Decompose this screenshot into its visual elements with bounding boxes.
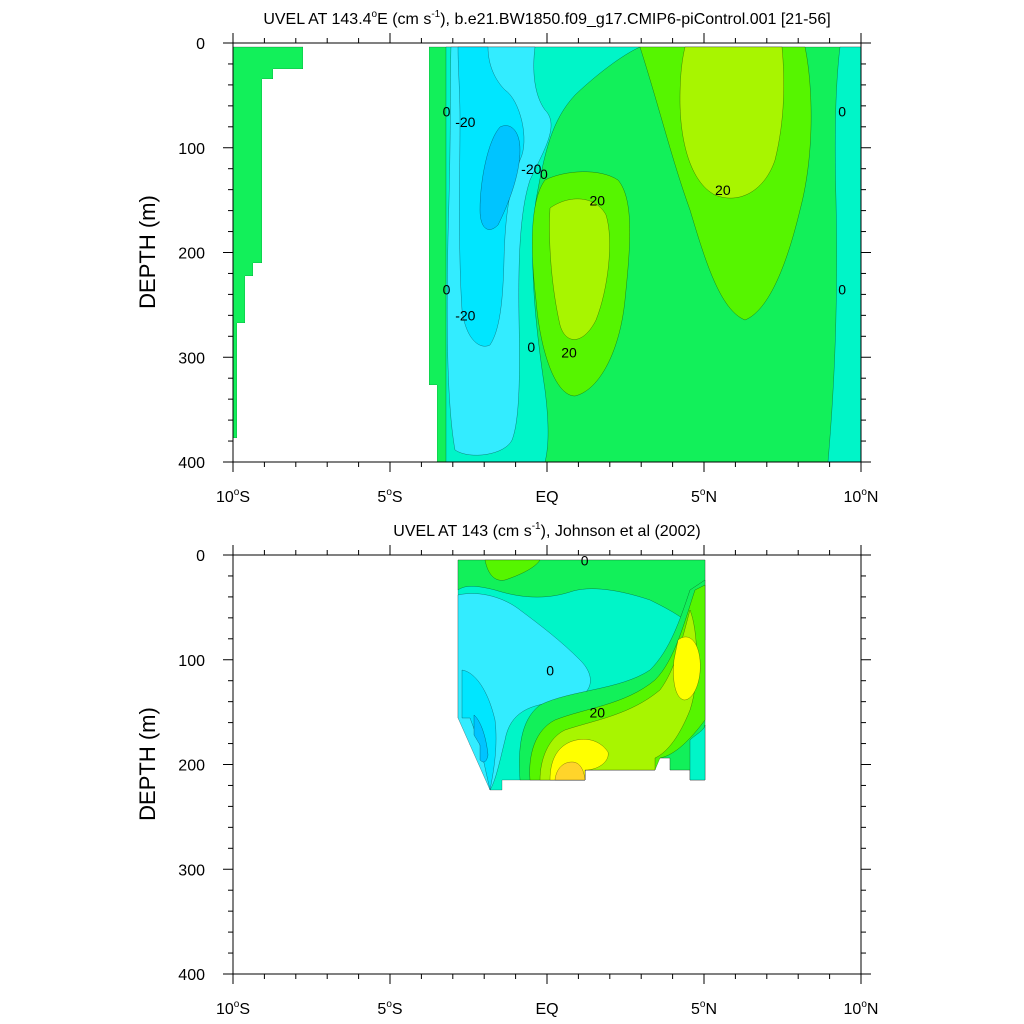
bottom-x-tick-label: 5oS [377,999,402,1018]
top-region-30-core [549,198,610,340]
contour-label: 0 [527,339,535,355]
contour-label: 20 [589,192,605,208]
contour-label: 0 [546,662,554,678]
bottom-y-tick-label: 300 [178,862,205,879]
bottom-x-tick-label: EQ [535,1001,558,1018]
contour-label: 0 [540,166,548,182]
top-land-mask [233,47,437,462]
bottom-panel: UVEL AT 143 (cm s-1), Johnson et al (200… [135,521,878,1018]
contour-label: 0 [443,281,451,297]
bottom-x-tick-label: 10oS [216,999,250,1018]
bottom-x-tick-label: 5oN [691,999,717,1018]
top-y-tick-label: 400 [178,455,205,472]
contour-label: 20 [561,344,577,360]
top-panel-title: UVEL AT 143.4oE (cm s-1), b.e21.BW1850.f… [263,9,830,28]
bottom-ylabel: DEPTH (m) [135,707,160,821]
top-x-tick-label: EQ [535,489,558,506]
top-y-tick-label: 100 [178,141,205,158]
contour-label: -20 [455,308,475,324]
bottom-contour-field [457,559,706,791]
bottom-region-40-ne [673,636,701,701]
bottom-y-tick-label: 100 [178,653,205,670]
contour-label: 20 [715,182,731,198]
top-region-30-north [679,46,784,199]
bottom-panel-title: UVEL AT 143 (cm s-1), Johnson et al (200… [393,521,700,540]
bottom-contour-labels: 0 0 20 [546,552,605,720]
contour-label: 0 [838,103,846,119]
bottom-region-20-top [484,559,541,581]
top-region-neg30 [479,125,521,230]
contour-label: 0 [838,281,846,297]
contour-label: -20 [521,161,541,177]
top-y-tick-label: 200 [178,246,205,263]
bottom-y-tick-label: 400 [178,967,205,984]
bottom-region-neg30 [473,714,489,763]
bottom-region-0-east [689,724,706,781]
top-region-c0-east [827,46,861,462]
top-x-tick-label: 10oN [844,487,879,506]
contour-label: 0 [443,103,451,119]
top-x-tick-label: 5oN [691,487,717,506]
contour-label: -20 [455,114,475,130]
bottom-y-tick-label: 200 [178,758,205,775]
top-panel: UVEL AT 143.4oE (cm s-1), b.e21.BW1850.f… [135,9,878,506]
bottom-y-tick-label: 0 [196,548,205,565]
top-y-tick-label: 0 [196,36,205,53]
contour-label: 20 [589,704,605,720]
bottom-region-50-euc [554,761,586,781]
bottom-region-10-top [457,559,706,641]
top-x-tick-label: 10oS [216,487,250,506]
top-y-tick-label: 300 [178,350,205,367]
top-x-tick-label: 5oS [377,487,402,506]
bottom-region-30-euc [539,609,698,781]
top-ylabel: DEPTH (m) [135,195,160,309]
bottom-x-tick-label: 10oN [844,999,879,1018]
top-contour-field [233,46,861,462]
contour-label: 0 [581,552,589,568]
